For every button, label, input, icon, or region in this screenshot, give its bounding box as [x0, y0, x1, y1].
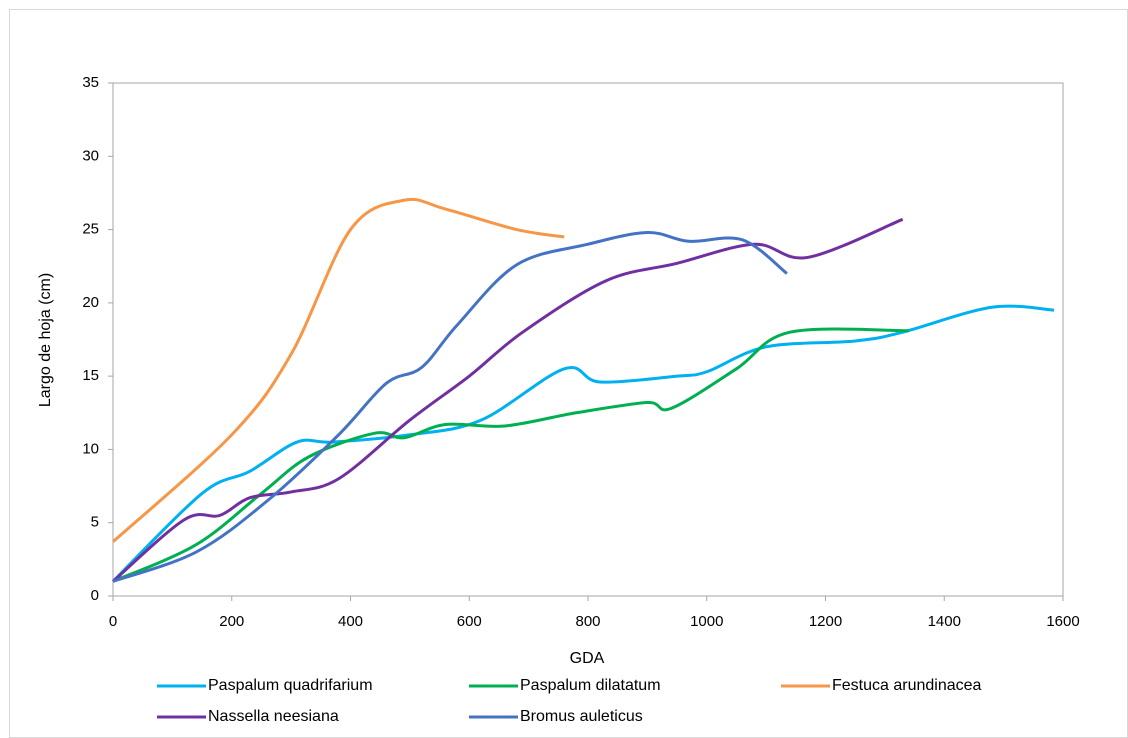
x-tick-label: 1400 — [928, 613, 961, 630]
y-tick-label: 0 — [91, 587, 99, 604]
y-tick-label: 35 — [82, 74, 99, 91]
legend-label: Nassella neesiana — [208, 708, 339, 725]
x-tick-label: 1000 — [690, 613, 723, 630]
x-tick-label: 1200 — [809, 613, 842, 630]
series-line — [112, 217, 904, 583]
series-line — [112, 231, 788, 583]
y-axis-label: Largo de hoja (cm) — [37, 273, 54, 407]
x-tick-label: 400 — [338, 613, 363, 630]
x-tick-label: 800 — [575, 613, 600, 630]
legend-label: Festuca arundinacea — [832, 677, 982, 694]
series-line — [111, 304, 1055, 583]
series-line — [112, 327, 909, 583]
y-tick-label: 10 — [82, 440, 99, 457]
series-line — [111, 197, 565, 543]
y-tick-label: 30 — [82, 147, 99, 164]
x-tick-label: 200 — [219, 613, 244, 630]
legend-label: Bromus auleticus — [520, 708, 643, 725]
x-tick-label: 1600 — [1046, 613, 1079, 630]
y-tick-label: 5 — [91, 514, 99, 531]
y-tick-label: 20 — [82, 294, 99, 311]
x-tick-label: 600 — [457, 613, 482, 630]
x-axis-label: GDA — [570, 650, 605, 667]
plot-area — [112, 82, 1064, 597]
y-tick-label: 15 — [82, 367, 99, 384]
legend-label: Paspalum dilatatum — [520, 677, 661, 694]
legend-label: Paspalum quadrifarium — [208, 677, 373, 694]
y-tick-label: 25 — [82, 221, 99, 238]
x-tick-label: 0 — [109, 613, 117, 630]
